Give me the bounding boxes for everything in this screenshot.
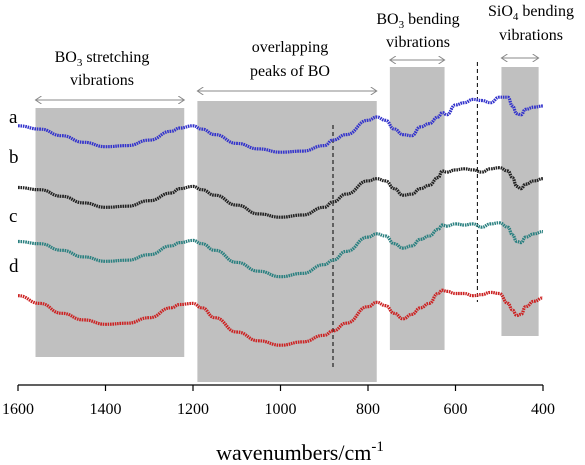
series-label: d	[9, 256, 19, 277]
region-label-line1: BO3 bending	[376, 11, 459, 31]
region-label-line1: overlapping	[252, 39, 328, 56]
series-label: b	[9, 147, 19, 168]
dashed-marker-layer	[332, 62, 478, 368]
x-tick-label: 1200	[177, 401, 209, 418]
region-label-line1: BO3 stretching	[55, 49, 150, 69]
x-tick-label: 1600	[2, 401, 34, 418]
series-line	[17, 288, 544, 347]
region-label-line2: peaks of BO	[250, 63, 330, 80]
series-layer: ab c d	[9, 95, 544, 347]
region-label-line1: SiO4 bending	[488, 3, 574, 23]
shaded-region	[501, 67, 539, 336]
x-tick-label: 400	[531, 401, 555, 418]
shaded-region	[35, 108, 185, 357]
series-line	[17, 221, 544, 279]
x-tick-label: 1400	[90, 401, 122, 418]
x-tick-label: 1000	[265, 401, 297, 418]
series-label: a	[9, 107, 18, 128]
x-axis-label-superscript: -1	[371, 439, 384, 455]
x-tick-label: 800	[356, 401, 380, 418]
region-annotation-layer: BO3 stretching vibrations overlapping peaks…	[36, 3, 574, 100]
x-axis-label-text: wavenumbers/cm	[216, 440, 371, 465]
x-axis-label: wavenumbers/cm-1	[216, 439, 384, 465]
x-axis: 1600 1400 1200 1000 800 600 400	[2, 384, 555, 418]
series-line	[17, 166, 544, 219]
region-shading-layer	[35, 67, 539, 382]
series-line	[17, 95, 544, 154]
shaded-region	[389, 67, 445, 350]
x-tick-label: 600	[444, 401, 468, 418]
series-label: c	[9, 206, 17, 227]
shaded-region	[197, 101, 377, 382]
region-label-line2: vibrations	[386, 34, 450, 51]
region-label-line2: vibrations	[499, 27, 563, 44]
region-label-line2: vibrations	[70, 72, 134, 89]
